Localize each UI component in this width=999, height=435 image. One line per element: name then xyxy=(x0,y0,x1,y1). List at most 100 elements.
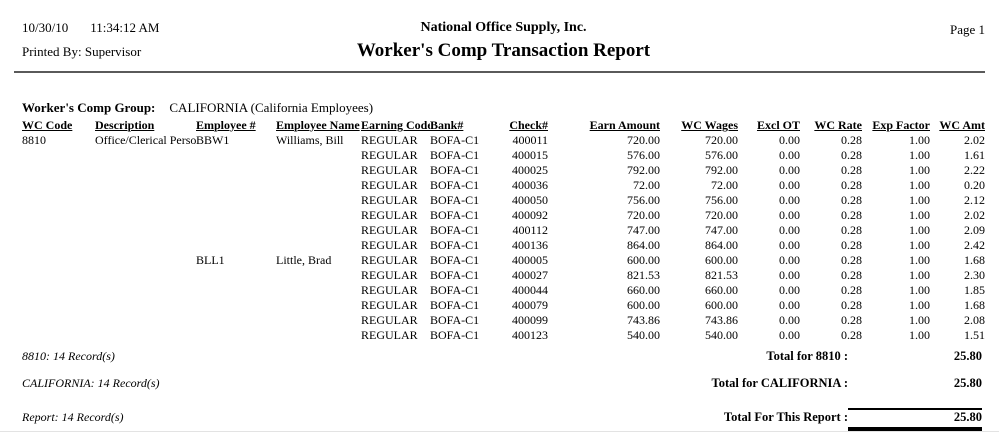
cell-exp-factor: 1.00 xyxy=(909,208,930,222)
cell-wc-amt: 2.30 xyxy=(964,268,985,282)
table-row: BLL1 Little, Brad REGULAR BOFA-C1 400005 600.… xyxy=(0,253,999,268)
column-header-bank-number: Bank# xyxy=(430,118,464,132)
record-count-report: Report: 14 Record(s) xyxy=(22,410,124,424)
cell-wc-amt: 2.08 xyxy=(964,313,985,327)
cell-employee-number: BLL1 xyxy=(196,253,225,267)
print-date: 10/30/10 xyxy=(22,20,69,35)
cell-wc-wages: 72.00 xyxy=(711,178,738,192)
total-row-california: CALIFORNIA: 14 Record(s) Total for CALIF… xyxy=(0,376,999,391)
cell-wc-wages: 720.00 xyxy=(705,208,738,222)
cell-earning-code: REGULAR xyxy=(361,133,418,147)
table-body: 8810 Office/Clerical PersonnBBW1 Williams,… xyxy=(0,133,999,343)
cell-bank-number: BOFA-C1 xyxy=(430,223,480,237)
cell-employee-name: Williams, Bill xyxy=(276,133,344,147)
cell-description xyxy=(95,178,196,193)
cell-check-number: 400050 xyxy=(512,193,548,207)
cell-earning-code: REGULAR xyxy=(361,193,418,207)
cell-earn-amount: 756.00 xyxy=(627,193,660,207)
cell-description xyxy=(95,148,196,163)
cell-wc-code xyxy=(22,223,95,238)
header-divider xyxy=(14,71,985,73)
cell-earning-code: REGULAR xyxy=(361,313,418,327)
cell-description xyxy=(95,283,196,298)
cell-wc-amt: 2.12 xyxy=(964,193,985,207)
cell-employee-name xyxy=(276,193,361,208)
cell-bank-number: BOFA-C1 xyxy=(430,298,480,312)
table-row: REGULAR BOFA-C1 400112 747.00 747.00 0.00 0.28… xyxy=(0,223,999,238)
cell-exp-factor: 1.00 xyxy=(909,283,930,297)
cell-wc-rate: 0.28 xyxy=(841,208,862,222)
cell-wc-wages: 540.00 xyxy=(705,328,738,342)
total-value-california: 25.80 xyxy=(953,376,982,390)
cell-wc-rate: 0.28 xyxy=(841,133,862,147)
cell-earn-amount: 72.00 xyxy=(633,178,660,192)
cell-wc-wages: 660.00 xyxy=(705,283,738,297)
company-name: National Office Supply, Inc. xyxy=(420,20,587,35)
cell-wc-rate: 0.28 xyxy=(841,283,862,297)
cell-earn-amount: 720.00 xyxy=(627,133,660,147)
cell-wc-code xyxy=(22,313,95,328)
table-row: REGULAR BOFA-C1 400015 576.00 576.00 0.00 0.28… xyxy=(0,148,999,163)
printed-by-label: Printed By: xyxy=(22,44,82,59)
cell-excl-ot: 0.00 xyxy=(779,268,800,282)
cell-excl-ot: 0.00 xyxy=(779,298,800,312)
cell-description xyxy=(95,208,196,223)
table-row: REGULAR BOFA-C1 400136 864.00 864.00 0.00 0.28… xyxy=(0,238,999,253)
cell-wc-wages: 747.00 xyxy=(705,223,738,237)
cell-check-number: 400036 xyxy=(512,178,548,192)
cell-excl-ot: 0.00 xyxy=(779,178,800,192)
cell-wc-code xyxy=(22,178,95,193)
cell-exp-factor: 1.00 xyxy=(909,223,930,237)
cell-bank-number: BOFA-C1 xyxy=(430,133,480,147)
group-label: Worker's Comp Group: xyxy=(22,100,156,115)
table-row: REGULAR BOFA-C1 400079 600.00 600.00 0.00 0.28… xyxy=(0,298,999,313)
cell-wc-code xyxy=(22,253,95,268)
header-right: Page 1 xyxy=(745,20,985,37)
cell-wc-wages: 864.00 xyxy=(705,238,738,252)
cell-employee-name: Little, Brad xyxy=(276,253,332,267)
cell-check-number: 400015 xyxy=(512,148,548,162)
cell-bank-number: BOFA-C1 xyxy=(430,313,480,327)
report-total-double-underline xyxy=(848,427,982,431)
cell-employee-number xyxy=(196,193,276,208)
cell-excl-ot: 0.00 xyxy=(779,208,800,222)
cell-wc-amt: 1.68 xyxy=(964,298,985,312)
cell-employee-name xyxy=(276,328,361,343)
record-count-california: CALIFORNIA: 14 Record(s) xyxy=(22,376,160,390)
report-title: Worker's Comp Transaction Report xyxy=(356,40,651,61)
cell-employee-name xyxy=(276,178,361,193)
cell-earn-amount: 720.00 xyxy=(627,208,660,222)
table-row: REGULAR BOFA-C1 400092 720.00 720.00 0.00 0.28… xyxy=(0,208,999,223)
header-center: National Office Supply, Inc. Worker's Co… xyxy=(262,20,745,62)
cell-employee-name xyxy=(276,148,361,163)
table-row: REGULAR BOFA-C1 400027 821.53 821.53 0.00 0.28… xyxy=(0,268,999,283)
cell-description xyxy=(95,253,196,268)
total-value-8810: 25.80 xyxy=(953,349,982,363)
cell-excl-ot: 0.00 xyxy=(779,313,800,327)
column-header-description: Description xyxy=(95,118,155,132)
cell-excl-ot: 0.00 xyxy=(779,238,800,252)
cell-wc-amt: 1.51 xyxy=(964,328,985,342)
cell-wc-wages: 756.00 xyxy=(705,193,738,207)
cell-wc-amt: 2.02 xyxy=(964,133,985,147)
cell-bank-number: BOFA-C1 xyxy=(430,238,480,252)
table-row: 8810 Office/Clerical PersonnBBW1 Williams,… xyxy=(0,133,999,148)
column-header-wc-wages: WC Wages xyxy=(681,118,738,132)
cell-bank-number: BOFA-C1 xyxy=(430,268,480,282)
cell-check-number: 400136 xyxy=(512,238,548,252)
cell-wc-amt: 1.68 xyxy=(964,253,985,267)
printed-by: Printed By: Supervisor xyxy=(22,44,262,59)
cell-description xyxy=(95,328,196,343)
table-row: REGULAR BOFA-C1 400044 660.00 660.00 0.00 0.28… xyxy=(0,283,999,298)
cell-description xyxy=(95,163,196,178)
column-header-wc-rate: WC Rate xyxy=(814,118,862,132)
cell-description xyxy=(95,313,196,328)
cell-description xyxy=(95,223,196,238)
cell-employee-name xyxy=(276,163,361,178)
report-header: 10/30/10 11:34:12 AM Printed By: Supervis… xyxy=(0,0,999,62)
cell-exp-factor: 1.00 xyxy=(909,298,930,312)
cell-earn-amount: 600.00 xyxy=(627,298,660,312)
cell-wc-code: 8810 xyxy=(22,133,46,147)
cell-bank-number: BOFA-C1 xyxy=(430,253,480,267)
cell-description xyxy=(95,238,196,253)
